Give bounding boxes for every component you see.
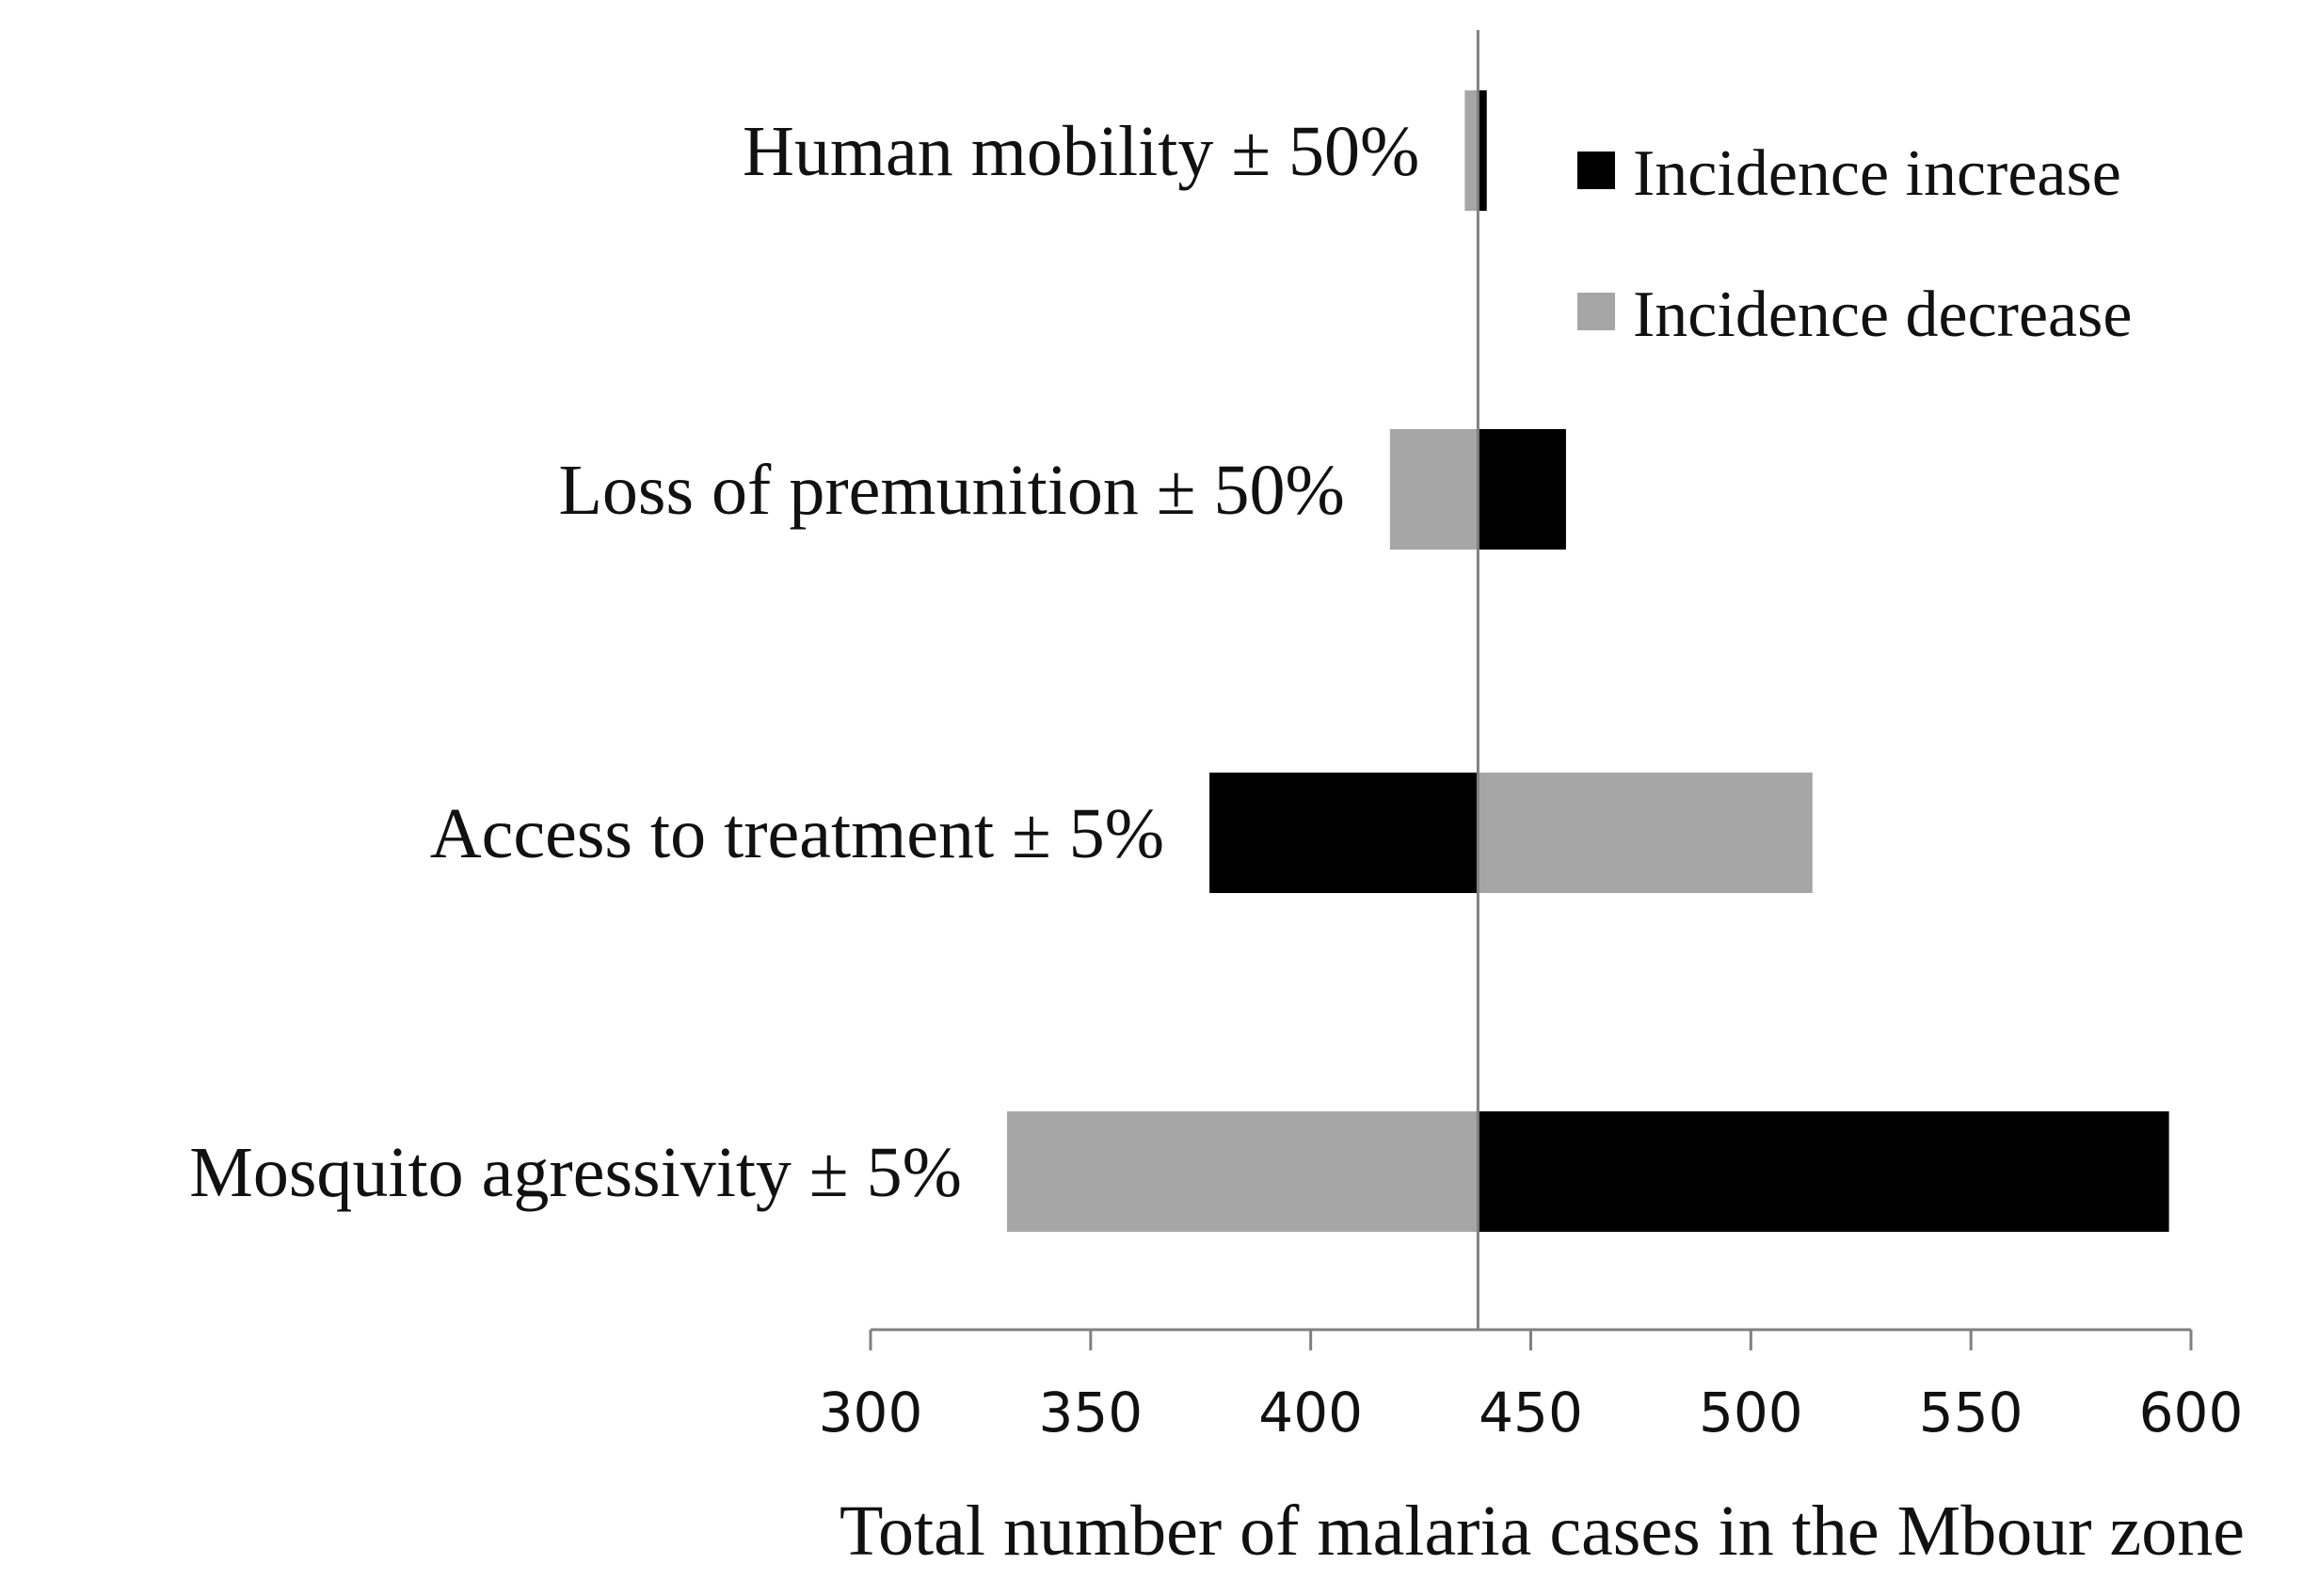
bar-decrease-3 — [1478, 773, 1813, 893]
legend-swatch-increase — [1577, 152, 1615, 189]
bar-decrease-4 — [1006, 1111, 1479, 1232]
bar-increase-1 — [1478, 90, 1487, 211]
legend: Incidence increase Incidence decrease — [1577, 137, 2132, 351]
category-label: Mosquito agressivity ± 5% — [189, 1133, 962, 1212]
x-axis-title: Total number of malaria cases in the Mbo… — [840, 1492, 2245, 1571]
bar-decrease-2 — [1389, 429, 1479, 550]
legend-label-decrease: Incidence decrease — [1633, 279, 2132, 351]
x-tick-label: 300 — [819, 1381, 923, 1444]
legend-swatch-decrease — [1577, 293, 1615, 330]
category-label: Human mobility ± 50% — [743, 112, 1419, 191]
x-tick-label: 350 — [1038, 1381, 1143, 1444]
x-axis: 300 350 400 450 500 550 600 — [819, 1328, 2244, 1444]
bar-increase-2 — [1478, 429, 1566, 550]
x-tick-label: 450 — [1479, 1381, 1583, 1444]
x-tick-label: 400 — [1258, 1381, 1363, 1444]
x-tick-label: 600 — [2139, 1381, 2244, 1444]
category-label: Access to treatment ± 5% — [430, 794, 1164, 873]
bar-decrease-1 — [1464, 90, 1479, 211]
bars-group — [1006, 90, 2169, 1232]
category-labels: Human mobility ± 50% Loss of premunition … — [189, 112, 1419, 1212]
bar-increase-4 — [1478, 1111, 2169, 1232]
x-tick-label: 550 — [1919, 1381, 2023, 1444]
x-tick-label: 500 — [1699, 1381, 1803, 1444]
bar-increase-3 — [1209, 773, 1479, 893]
category-label: Loss of premunition ± 50% — [558, 451, 1344, 530]
legend-label-increase: Incidence increase — [1633, 137, 2121, 210]
